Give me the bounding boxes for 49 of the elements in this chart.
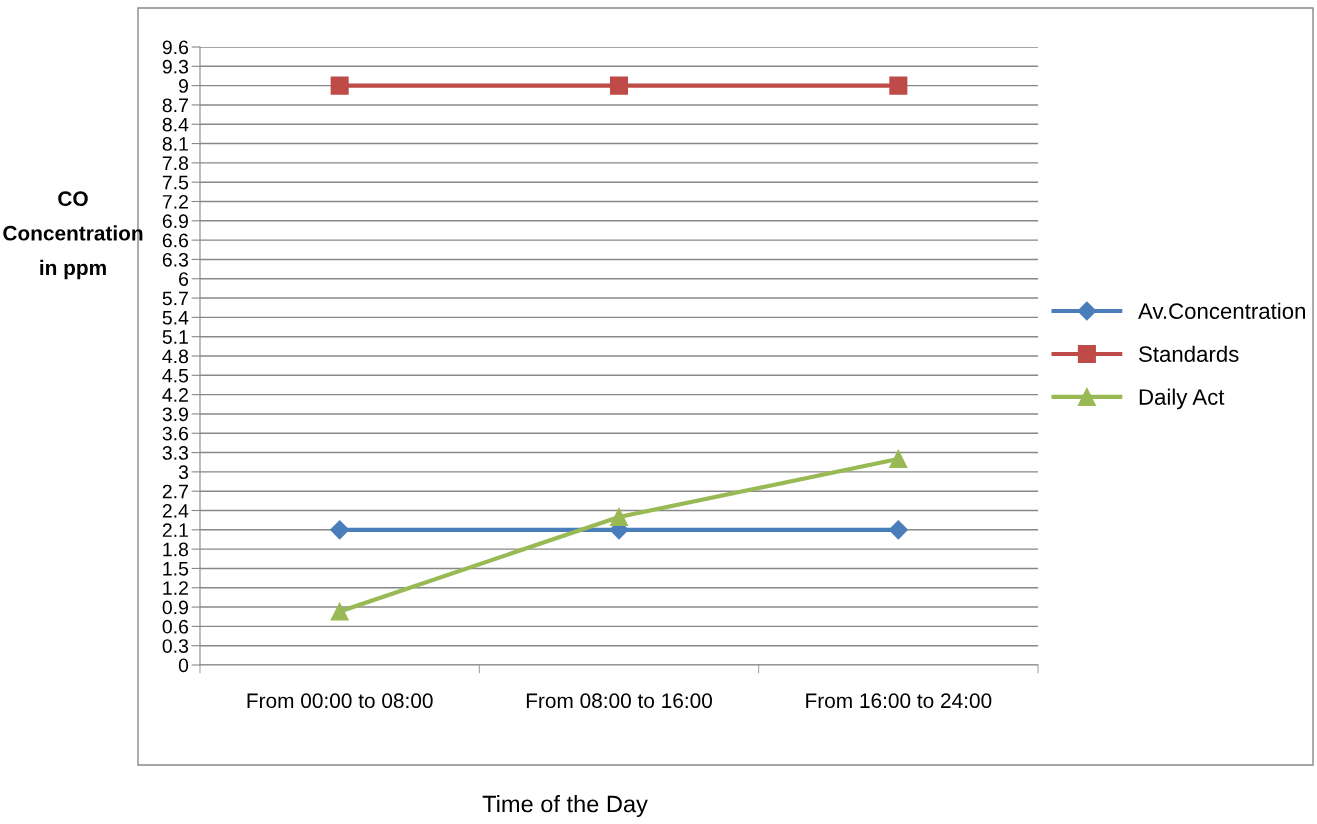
legend-label: Standards [1139, 345, 1239, 362]
y-tick-label: 0.3 [162, 639, 189, 653]
y-tick-label: 6 [179, 272, 189, 286]
y-tick-label: 7.8 [162, 156, 189, 171]
y-tick-label: 8.7 [162, 98, 188, 113]
x-axis-title: Time of the Day [482, 794, 648, 817]
y-tick-label: 1.5 [163, 562, 189, 576]
y-tick-label: 4.8 [162, 349, 189, 364]
y-tick-label: 3.6 [162, 426, 189, 441]
y-tick-label: 9 [178, 79, 188, 93]
y-tick-label: 6.3 [162, 252, 189, 267]
point [609, 76, 629, 95]
y-tick-label: 5.1 [162, 330, 188, 344]
x-tick-label: From 16:00 to 24:00 [806, 693, 992, 709]
point [889, 449, 908, 469]
y-tick-label: 4.5 [162, 368, 189, 383]
y-tick-label: 1.8 [163, 542, 189, 557]
y-tick-label: 4.2 [162, 388, 188, 402]
legend-label: Av.Concentration [1138, 302, 1305, 320]
point [889, 76, 908, 95]
y-tick-label: 6.9 [162, 214, 188, 229]
point [330, 76, 349, 95]
y-tick-label: 0.9 [162, 600, 188, 615]
y-tick-label: 3 [178, 465, 189, 480]
y-axis-title: CO Concentration in ppm [3, 191, 143, 280]
y-tick-label: 2.7 [162, 484, 188, 499]
y-tick-label: 9.3 [162, 59, 189, 74]
y-tick-label: 2.1 [162, 523, 188, 537]
y-tick-label: 7.5 [162, 175, 189, 190]
legend-label: Daily Act [1139, 388, 1225, 410]
point [330, 602, 349, 621]
y-tick-label: 1.2 [163, 581, 188, 595]
x-tick-label: From 08:00 to 16:00 [526, 693, 712, 709]
y-tick-label: 8.1 [162, 137, 188, 151]
y-tick-label: 0 [178, 658, 189, 673]
y-tick-label: 5.4 [162, 311, 189, 325]
y-tick-label: 9.6 [162, 40, 189, 55]
y-tick-label: 2.4 [162, 503, 189, 518]
y-tick-label: 7.2 [162, 194, 188, 209]
x-tick-label: From 00:00 to 08:00 [247, 693, 433, 709]
point [330, 520, 350, 540]
y-tick-label: 8.4 [162, 117, 189, 132]
y-tick-label: 5.7 [162, 291, 188, 306]
y-tick-label: 6.6 [162, 233, 189, 248]
point [609, 507, 629, 526]
y-tick-label: 0.6 [162, 619, 189, 634]
y-tick-label: 3.3 [162, 446, 189, 460]
y-tick-label: 3.9 [162, 407, 188, 422]
point [888, 520, 908, 540]
